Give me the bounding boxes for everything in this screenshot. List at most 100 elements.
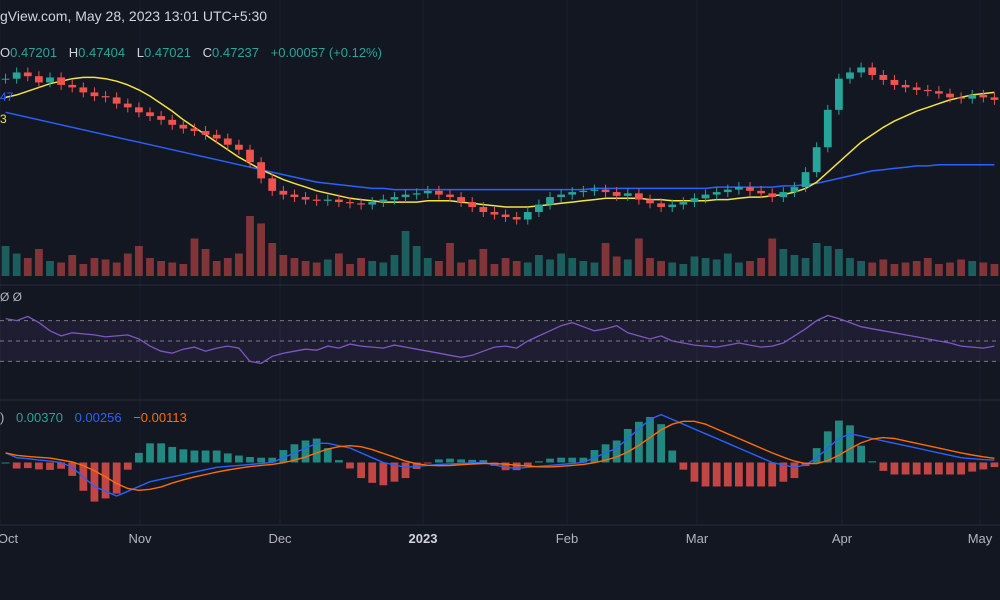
volume-bar: [212, 261, 221, 276]
macd-hist-bar: [612, 440, 621, 463]
candle-body: [212, 134, 221, 139]
macd-hist-bar: [257, 457, 265, 463]
volume-bar: [246, 216, 254, 276]
macd-hist-bar: [501, 462, 510, 471]
x-label-dec: Dec: [268, 531, 292, 546]
volume-bar: [623, 259, 632, 276]
candle-body: [268, 178, 277, 191]
volume-bar: [235, 253, 243, 276]
macd-hist-bar: [46, 462, 54, 470]
volume-bar: [568, 258, 577, 276]
macd-hist-bar: [879, 462, 888, 471]
x-label-feb: Feb: [555, 531, 579, 546]
volume-bar: [890, 264, 899, 276]
candle-body: [179, 124, 188, 129]
histogram-value: −0.00113: [133, 410, 187, 425]
macd-hist-bar: [157, 443, 165, 463]
volume-bar: [1, 246, 10, 276]
candle-body: [979, 94, 988, 98]
candle-body: [301, 197, 310, 200]
candle-body: [623, 193, 632, 196]
candle-body: [279, 190, 288, 195]
volume-bar: [446, 243, 454, 276]
volume-bar: [835, 249, 843, 276]
macd-hist-bar: [179, 449, 188, 463]
macd-hist-bar: [468, 459, 477, 463]
macd-hist-bar: [401, 462, 410, 479]
candle-body: [601, 189, 610, 193]
macd-hist-bar: [757, 462, 765, 487]
volume-bar: [823, 246, 832, 276]
volume-bar: [312, 262, 321, 276]
macd-hist-bar: [235, 455, 243, 463]
macd-hist-bar: [279, 450, 288, 463]
macd-hist-bar: [312, 438, 321, 463]
volume-bar: [523, 262, 532, 276]
macd-hist-bar: [679, 462, 688, 470]
change-value: +0.00057 (+0.12%): [270, 45, 382, 60]
volume-bar: [979, 262, 988, 276]
candle-body: [168, 119, 177, 125]
volume-bar: [179, 264, 188, 276]
volume-bar: [635, 238, 643, 276]
macd-hist-bar: [723, 462, 732, 487]
macd-hist-bar: [968, 462, 977, 472]
volume-bar: [290, 258, 299, 276]
macd-hist-bar: [790, 462, 799, 479]
high-value: 0.47404: [78, 45, 126, 60]
macd-hist-bar: [457, 459, 465, 463]
signal-value: 0.00256: [74, 410, 122, 425]
candle-body: [635, 193, 643, 200]
macd-hist-bar: [123, 462, 132, 470]
volume-bar: [101, 259, 110, 276]
volume-bar: [868, 262, 877, 276]
candle-body: [801, 172, 810, 188]
volume-bar: [90, 258, 99, 276]
candle-body: [235, 144, 243, 150]
volume-bar: [790, 255, 799, 276]
candle-body: [57, 77, 65, 85]
volume-bar: [546, 259, 554, 276]
volume-bar: [757, 258, 765, 276]
macd-hist-bar: [223, 453, 232, 463]
macd-hist-bar: [12, 462, 21, 469]
candle-body: [735, 187, 743, 190]
volume-bar: [679, 264, 688, 276]
volume-bar: [401, 231, 410, 276]
macd-hist-bar: [579, 457, 588, 463]
candle-body: [379, 199, 388, 203]
x-label-apr: Apr: [831, 531, 853, 546]
candle-body: [812, 147, 821, 173]
macd-legend: ) 0.00370 0.00256 −0.00113: [0, 410, 195, 425]
candle-body: [590, 189, 599, 191]
macd-hist-bar: [901, 462, 910, 475]
candle-body: [1, 78, 10, 80]
candle-body: [946, 93, 954, 98]
macd-hist-bar: [346, 462, 354, 469]
macd-hist-bar: [368, 462, 377, 483]
volume-bar: [157, 261, 165, 276]
candle-body: [990, 97, 999, 100]
volume-bar: [590, 262, 599, 276]
candle-body: [823, 109, 832, 148]
macd-lines: [5, 413, 995, 497]
volume-bar: [501, 258, 510, 276]
candle-body: [612, 192, 621, 196]
macd-hist-bar: [146, 443, 154, 463]
ma-fast-path: [5, 76, 995, 208]
candle-body: [890, 79, 899, 85]
candle-body: [879, 74, 888, 80]
macd-hist-bar: [868, 461, 877, 463]
candle-body: [435, 190, 443, 195]
volume-bar: [257, 223, 265, 276]
volume-bar: [301, 261, 310, 276]
macd-hist-bar: [746, 462, 754, 487]
macd-hist-bar: [246, 456, 254, 463]
open-value: 0.47201: [10, 45, 58, 60]
candle-body: [579, 190, 588, 193]
macd-hist-bar: [823, 431, 832, 463]
macd-hist-bar: [535, 461, 543, 463]
macd-hist-bar: [690, 462, 699, 482]
volume-bar: [23, 258, 32, 276]
macd-hist-bar: [390, 462, 399, 482]
